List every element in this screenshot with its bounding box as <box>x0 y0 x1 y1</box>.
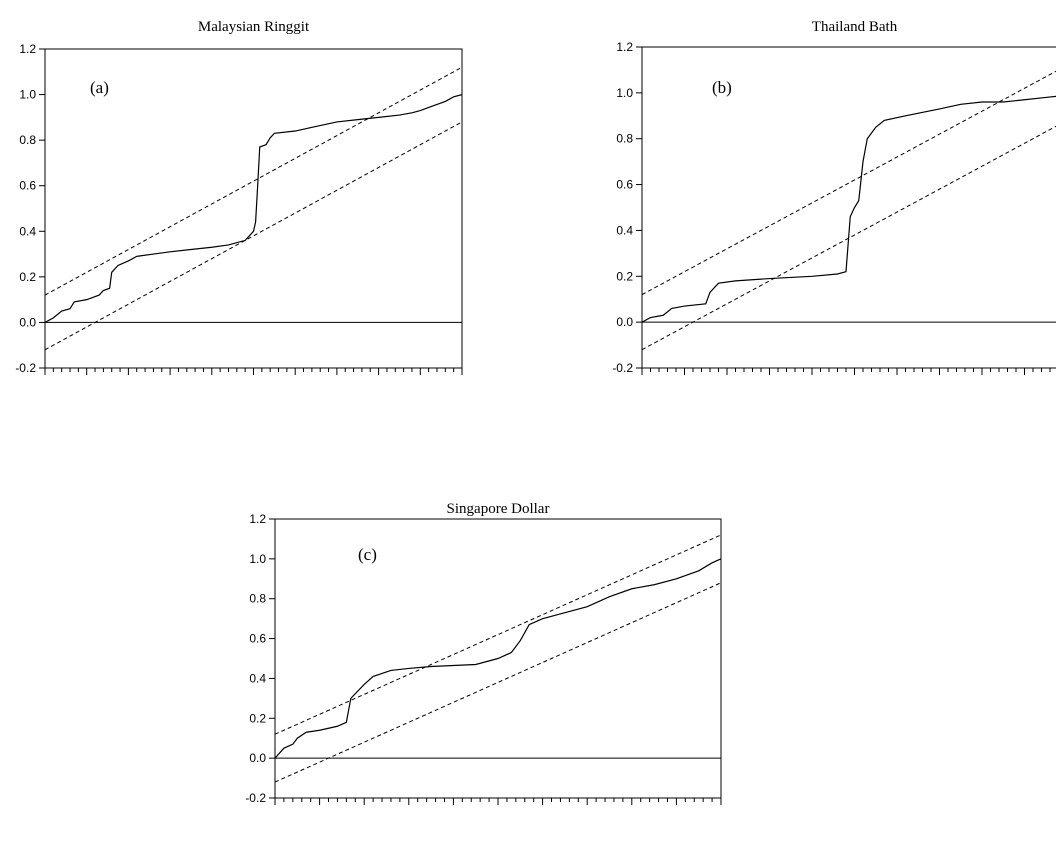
panel-label: (b) <box>712 78 732 97</box>
y-tick-label: 0.4 <box>19 224 36 238</box>
y-tick-label: 0.8 <box>19 133 36 147</box>
chart-panel-1: Thailand Bath (b) -0.2 0.0 0.2 0.4 0.6 0.8 1.0 1.… <box>612 19 1056 375</box>
y-tick-label: 0.8 <box>249 592 266 606</box>
panel-label: (a) <box>90 78 109 97</box>
y-tick-label: 0.6 <box>616 178 633 192</box>
y-tick-label: -0.2 <box>612 361 633 375</box>
chart-title: Malaysian Ringgit <box>198 19 310 35</box>
y-tick-label: 0.0 <box>616 315 633 329</box>
y-tick-label: 1.0 <box>616 86 633 100</box>
cusum-series-line <box>275 558 721 759</box>
y-tick-label: 1.2 <box>19 42 36 56</box>
y-tick-label: 0.0 <box>249 751 266 765</box>
y-tick-label: 1.0 <box>249 552 266 566</box>
y-tick-label: -0.2 <box>245 791 266 805</box>
y-tick-label: 0.6 <box>249 632 266 646</box>
y-tick-label: 1.2 <box>249 512 266 526</box>
lower-band-line <box>642 125 1056 351</box>
panel-label: (c) <box>358 545 377 564</box>
lower-band-line <box>45 121 462 351</box>
y-tick-label: 1.2 <box>616 40 633 54</box>
chart-panel-2: Singapore Dollar (c) -0.2 0.0 0.2 0.4 0.6 0.8 1.… <box>245 501 722 805</box>
y-tick-label: 0.2 <box>19 270 36 284</box>
cusum-series-line <box>45 93 462 323</box>
cusum-series-line <box>642 95 1056 323</box>
chart-panel-0: Malaysian Ringgit (a) -0.2 0.0 0.2 0.4 0.6 0.8 1… <box>15 19 463 375</box>
y-tick-label: 0.2 <box>249 711 266 725</box>
upper-band-line <box>275 534 721 735</box>
upper-band-line <box>642 70 1056 296</box>
y-tick-label: 0.8 <box>616 132 633 146</box>
y-tick-label: 0.4 <box>616 223 633 237</box>
chart-title: Singapore Dollar <box>447 501 550 517</box>
chart-title: Thailand Bath <box>812 19 898 35</box>
y-tick-label: 1.0 <box>19 88 36 102</box>
y-tick-label: 0.6 <box>19 179 36 193</box>
y-tick-label: 0.4 <box>249 671 266 685</box>
lower-band-line <box>275 582 721 783</box>
y-tick-label: -0.2 <box>15 361 36 375</box>
plot-frame <box>641 46 1056 369</box>
y-tick-label: 0.0 <box>19 315 36 329</box>
upper-band-line <box>45 66 462 296</box>
y-tick-label: 0.2 <box>616 269 633 283</box>
